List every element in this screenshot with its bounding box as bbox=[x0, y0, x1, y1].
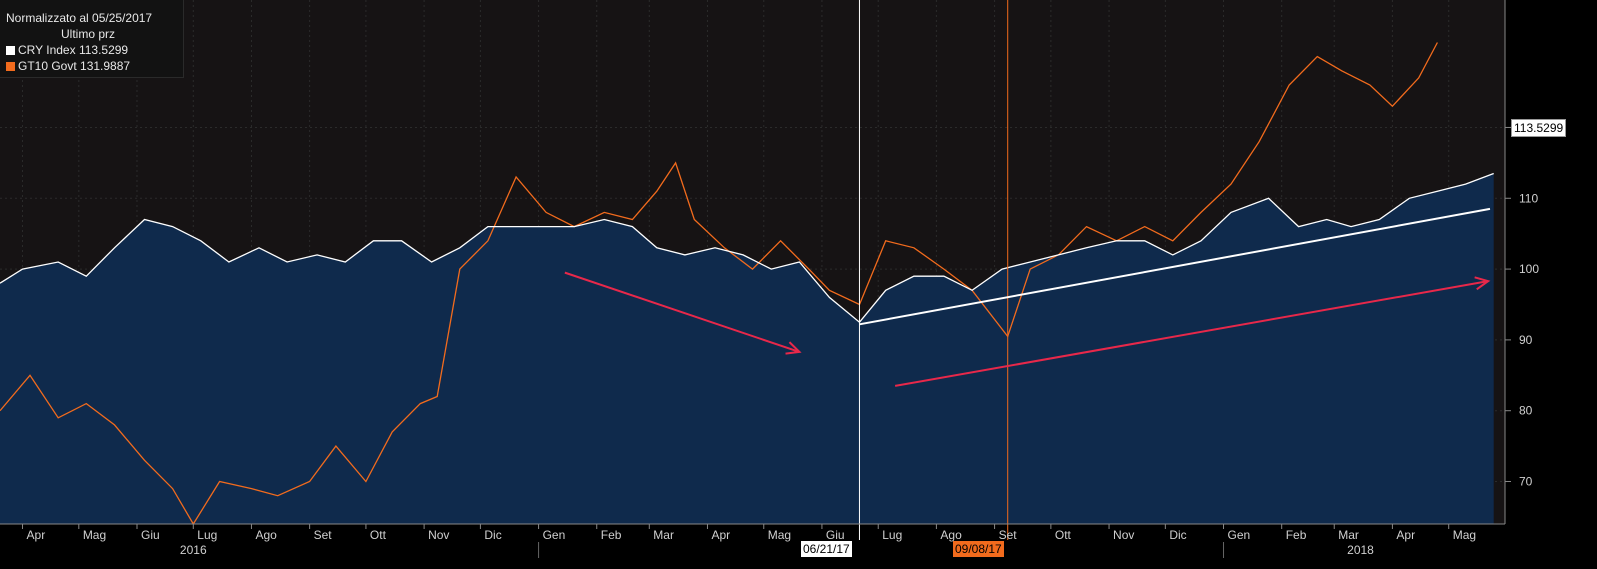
legend-title: Normalizzato al 05/25/2017 bbox=[6, 11, 153, 25]
x-tick-label: Nov bbox=[1113, 528, 1134, 542]
x-tick-label: Giu bbox=[826, 528, 845, 542]
x-tick-label: Set bbox=[999, 528, 1018, 542]
trendline-line-0 bbox=[859, 207, 1491, 326]
x-tick-label: Apr bbox=[711, 528, 730, 542]
x-tick-label: Gen bbox=[543, 528, 566, 542]
x-tick-label: Mar bbox=[1338, 528, 1359, 542]
x-tick-label: Set bbox=[314, 528, 333, 542]
x-tick-label: Mag bbox=[83, 528, 106, 542]
marker-date-white: 06/21/17 bbox=[801, 541, 852, 557]
x-tick-label: Giu bbox=[141, 528, 160, 542]
legend-value: 113.5299 bbox=[78, 43, 129, 57]
y-tick-label: 100 bbox=[1519, 262, 1539, 276]
x-tick-label: Lug bbox=[197, 528, 217, 542]
y-tick-label: 70 bbox=[1519, 475, 1533, 489]
legend-item-cry: CRY Index 113.5299 bbox=[6, 42, 183, 58]
x-tick-label: Mar bbox=[653, 528, 674, 542]
x-tick-label: Apr bbox=[1396, 528, 1415, 542]
arrow-head-icon bbox=[785, 341, 802, 355]
y-tick-label: 90 bbox=[1519, 333, 1533, 347]
arrow-head-icon bbox=[1474, 276, 1491, 291]
x-tick-label: Mag bbox=[1453, 528, 1476, 542]
x-tick-label: Ago bbox=[255, 528, 277, 542]
legend: Normalizzato al 05/25/2017 Ultimo prz CR… bbox=[0, 0, 184, 78]
x-tick-label: Mag bbox=[768, 528, 791, 542]
arrow-line-2 bbox=[894, 280, 1489, 387]
x-tick-label: Apr bbox=[27, 528, 46, 542]
series-line-cry-index bbox=[0, 172, 1494, 324]
legend-item-gt10: GT10 Govt 131.9887 bbox=[6, 58, 183, 74]
x-tick-label: Lug bbox=[882, 528, 902, 542]
arrow-line-1 bbox=[564, 271, 800, 353]
legend-label: CRY Index bbox=[18, 43, 76, 57]
x-tick-label: Ott bbox=[1055, 528, 1072, 542]
series-area-cry bbox=[0, 173, 1494, 524]
last-value-tag: 113.5299 bbox=[1511, 119, 1567, 137]
x-tick-label: Dic bbox=[484, 528, 501, 542]
x-tick-label: Feb bbox=[1286, 528, 1307, 542]
legend-swatch-icon bbox=[6, 45, 15, 55]
legend-value: 131.9887 bbox=[80, 59, 131, 73]
y-tick-label: 110 bbox=[1519, 191, 1538, 205]
x-tick-label: Gen bbox=[1228, 528, 1251, 542]
series-line-gt10-govt bbox=[0, 42, 1438, 526]
x-tick-label: Nov bbox=[428, 528, 449, 542]
legend-subtitle: Ultimo prz bbox=[61, 27, 116, 41]
marker-date-orange: 09/08/17 bbox=[953, 541, 1004, 557]
x-tick-label: Ago bbox=[940, 528, 962, 542]
year-label: 2016 bbox=[180, 543, 207, 557]
x-tick-label: Feb bbox=[601, 528, 622, 542]
x-tick-label: Ott bbox=[370, 528, 387, 542]
legend-label: GT10 Govt bbox=[18, 59, 77, 73]
year-label: 2018 bbox=[1347, 543, 1374, 557]
x-tick-label: Dic bbox=[1169, 528, 1186, 542]
legend-swatch-icon bbox=[6, 61, 15, 71]
y-tick-label: 80 bbox=[1519, 404, 1533, 418]
